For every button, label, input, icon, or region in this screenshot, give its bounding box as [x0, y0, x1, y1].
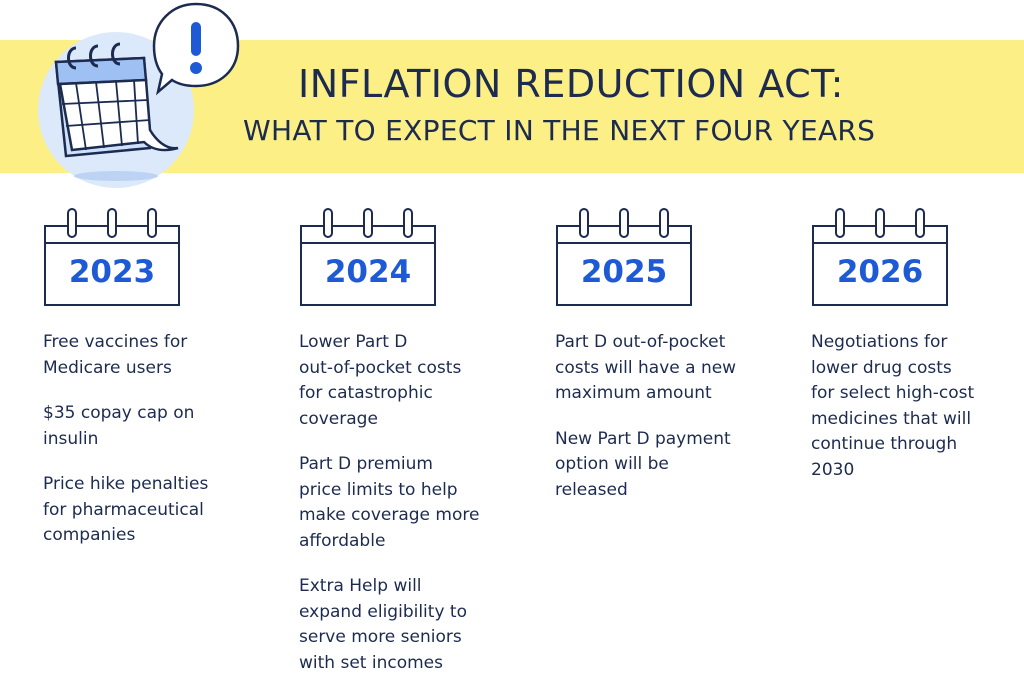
- milestone-list: Lower Part D out-of-pocket costs for cat…: [299, 330, 504, 696]
- year-label: 2024: [324, 254, 412, 290]
- milestone-item: Part D premium price limits to help make…: [299, 454, 480, 551]
- calendar-icon: [556, 208, 692, 306]
- milestone-list: Negotiations for lower drug costs for se…: [811, 330, 1016, 503]
- milestone-item: Price hike penalties for pharmaceutical …: [43, 474, 209, 545]
- milestone-item: New Part D payment option will be releas…: [555, 428, 731, 500]
- milestone-list: Part D out-of-pocket costs will have a n…: [555, 330, 760, 523]
- calendar-icon: [54, 42, 179, 158]
- illustration-shadow: [74, 171, 158, 181]
- milestone-item: Part D out-of-pocket costs will have a n…: [555, 332, 737, 403]
- page-subtitle: WHAT TO EXPECT IN THE NEXT FOUR YEARS: [243, 114, 876, 147]
- milestone-list: Free vaccines for Medicare users $35 cop…: [43, 330, 248, 569]
- milestone-item: Free vaccines for Medicare users: [43, 332, 188, 378]
- calendar-icon: [300, 208, 436, 306]
- page-title: INFLATION REDUCTION ACT:: [298, 62, 844, 106]
- calendar-icon: [44, 208, 180, 306]
- milestone-item: $35 copay cap on insulin: [43, 403, 195, 449]
- milestone-item: Extra Help will expand eligibility to se…: [299, 576, 467, 673]
- year-label: 2023: [68, 254, 156, 290]
- milestone-item: Lower Part D out-of-pocket costs for cat…: [299, 332, 462, 429]
- year-label: 2026: [836, 254, 924, 290]
- exclamation-icon: [152, 2, 240, 96]
- year-label: 2025: [580, 254, 668, 290]
- calendar-icon: [812, 208, 948, 306]
- milestone-item: Negotiations for lower drug costs for se…: [811, 332, 975, 480]
- calendar-alert-illustration: [38, 2, 240, 188]
